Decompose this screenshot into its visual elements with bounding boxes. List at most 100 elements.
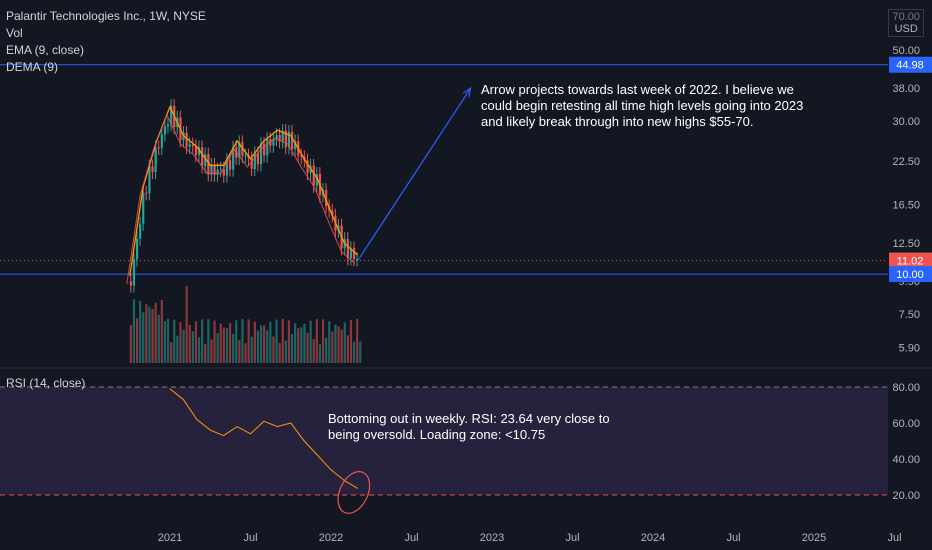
arrow-annotation[interactable]: Arrow projects towards last week of 2022… bbox=[481, 82, 804, 129]
time-tick-label: Jul bbox=[404, 532, 418, 544]
rsi-tick-label: 80.00 bbox=[892, 382, 920, 394]
volume-bar bbox=[238, 340, 241, 363]
candle-body bbox=[194, 146, 198, 156]
candle-body bbox=[135, 238, 139, 260]
candle-body bbox=[228, 160, 232, 170]
projection-arrow-head bbox=[462, 86, 472, 98]
volume-bar bbox=[269, 321, 272, 363]
price-tick-label: 7.50 bbox=[899, 309, 920, 321]
candle-body bbox=[290, 131, 294, 150]
candle-body bbox=[281, 130, 284, 142]
candle-body bbox=[275, 134, 278, 140]
candle-body bbox=[139, 223, 142, 239]
volume-bar bbox=[266, 330, 269, 363]
candle-body bbox=[253, 153, 256, 169]
rsi-annotation[interactable]: Bottoming out in weekly. RSI: 23.64 very… bbox=[328, 411, 610, 442]
volume-bar bbox=[135, 318, 139, 363]
rsi-highlight-circle[interactable] bbox=[332, 467, 376, 519]
candle-body bbox=[315, 173, 318, 186]
price-label-box bbox=[889, 266, 932, 283]
candle-body bbox=[312, 165, 315, 186]
price-label-box bbox=[889, 252, 932, 269]
candle-body bbox=[166, 124, 170, 127]
candle-body bbox=[287, 131, 291, 148]
candle-body bbox=[201, 147, 204, 167]
price-tick-label: 5.90 bbox=[899, 343, 920, 355]
volume-bar bbox=[145, 304, 148, 363]
price-tick-label: 38.00 bbox=[892, 83, 920, 95]
volume-bar bbox=[278, 342, 281, 363]
candle-body bbox=[207, 154, 210, 175]
price-tick-label: 22.50 bbox=[892, 156, 920, 168]
candle-body bbox=[244, 155, 247, 157]
candle-body bbox=[256, 153, 260, 165]
candle-body bbox=[148, 166, 151, 194]
candle-body bbox=[294, 141, 297, 150]
volume-bar bbox=[312, 339, 315, 363]
volume-bar bbox=[132, 299, 136, 363]
price-label-box bbox=[889, 56, 932, 73]
volume-bar bbox=[275, 319, 278, 363]
candle-body bbox=[204, 154, 207, 167]
candle-body bbox=[197, 147, 201, 156]
candle-body bbox=[346, 238, 349, 259]
candle-body bbox=[325, 189, 328, 207]
candle-body bbox=[145, 192, 148, 194]
rsi-legend: RSI (14, close) bbox=[6, 376, 86, 390]
volume-bar bbox=[176, 335, 179, 363]
candle-body bbox=[250, 158, 253, 169]
volume-bar bbox=[297, 328, 300, 363]
volume-bar bbox=[250, 336, 253, 363]
volume-bar bbox=[349, 319, 353, 363]
volume-bar bbox=[207, 319, 210, 363]
currency-unit: USD bbox=[894, 23, 918, 35]
volume-bar bbox=[356, 319, 359, 363]
volume-bar bbox=[210, 339, 213, 363]
volume-bar bbox=[318, 344, 322, 363]
volume-bar bbox=[303, 323, 306, 363]
volume-bar bbox=[334, 324, 337, 363]
volume-bar bbox=[287, 320, 291, 363]
volume-bar bbox=[346, 335, 349, 363]
price-label-text: 44.98 bbox=[896, 60, 924, 72]
projection-arrow[interactable] bbox=[357, 87, 472, 261]
volume-bar bbox=[321, 319, 325, 363]
candle-body bbox=[210, 164, 213, 175]
volume-bar bbox=[228, 323, 232, 363]
volume-bar bbox=[241, 319, 244, 363]
dema-line bbox=[126, 113, 356, 285]
candle-body bbox=[331, 210, 334, 216]
volume-bar bbox=[151, 308, 154, 363]
volume-bar bbox=[235, 320, 238, 363]
volume-bar bbox=[219, 323, 222, 363]
candle-body bbox=[132, 259, 136, 286]
volume-bar bbox=[170, 342, 173, 363]
rsi-band bbox=[0, 387, 888, 495]
currency-badge[interactable]: 70.00 USD bbox=[888, 9, 924, 37]
price-label-text: 11.02 bbox=[897, 256, 924, 268]
volume-bar bbox=[315, 319, 318, 363]
volume-bar bbox=[188, 324, 191, 363]
candle-body bbox=[170, 105, 173, 125]
volume-bar bbox=[148, 306, 151, 363]
volume-bar bbox=[163, 321, 167, 363]
volume-bar bbox=[154, 302, 157, 363]
candle-body bbox=[272, 139, 275, 146]
volume-bar bbox=[290, 334, 294, 363]
volume-bar bbox=[225, 328, 229, 363]
candle-body bbox=[225, 160, 229, 176]
volume-bar bbox=[281, 319, 284, 363]
volume-bar bbox=[182, 329, 185, 363]
candle-body bbox=[300, 155, 303, 158]
volume-bar bbox=[352, 341, 356, 363]
candle-body bbox=[222, 168, 225, 176]
candle-body bbox=[219, 168, 222, 170]
symbol-title: Palantir Technologies Inc., 1W, NYSE bbox=[6, 9, 206, 23]
rsi-tick-label: 60.00 bbox=[892, 418, 920, 430]
time-tick-label: Jul bbox=[565, 532, 579, 544]
volume-bar bbox=[157, 314, 160, 363]
volume-bar bbox=[185, 286, 188, 363]
volume-bar bbox=[337, 326, 340, 363]
candle-body bbox=[356, 258, 359, 260]
